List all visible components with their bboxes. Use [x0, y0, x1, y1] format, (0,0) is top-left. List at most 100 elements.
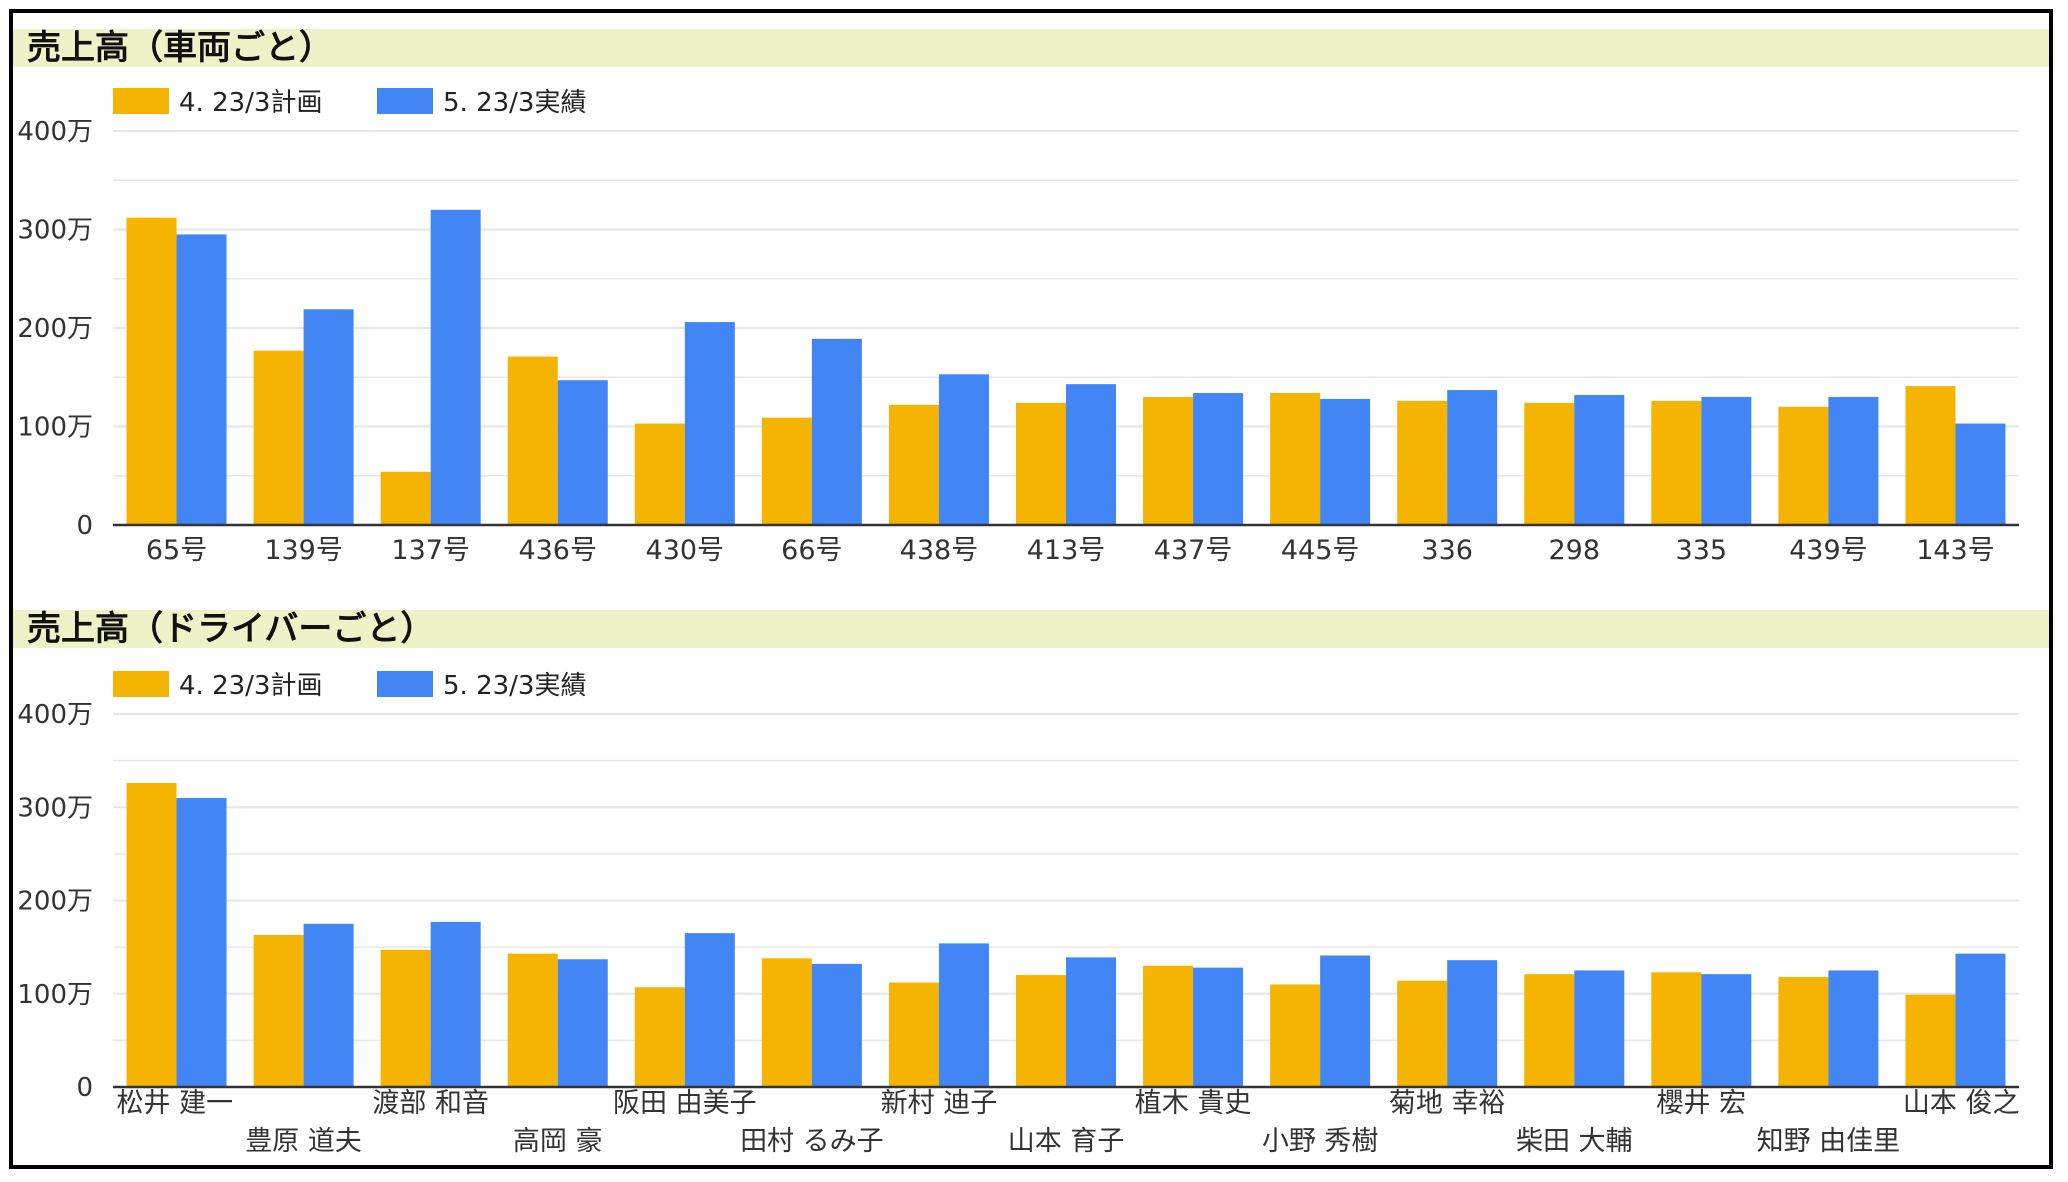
chart2-bar-plan [1270, 984, 1321, 1087]
chart2-y-tick-label: 0 [76, 1073, 93, 1103]
chart2-y-tick-label: 100万 [17, 980, 93, 1010]
chart2-category-label: 柴田 大輔 [1516, 1126, 1633, 1157]
chart1-y-tick-label: 100万 [17, 413, 93, 443]
chart2-bar-actual [1955, 953, 2006, 1087]
chart2-bar-plan [1016, 975, 1066, 1087]
chart1-category-label: 436号 [518, 535, 597, 566]
chart1-category-label: 413号 [1027, 535, 1106, 566]
chart2-bar-actual [1066, 957, 1116, 1087]
chart1-category-label: 66号 [781, 535, 842, 566]
chart1-bar-actual [1447, 390, 1498, 525]
chart1-legend-swatch-2 [377, 88, 433, 114]
chart2-bar-actual [430, 921, 481, 1087]
chart2-category-label: 阪田 由美子 [613, 1088, 757, 1119]
chart2-bar-plan [380, 949, 431, 1087]
chart2-bar-actual [176, 797, 227, 1087]
chart1-bar-plan [634, 423, 685, 525]
chart2-bar-plan [507, 953, 558, 1087]
chart2-category-label: 松井 建一 [117, 1088, 234, 1119]
chart2-bar-actual [1193, 967, 1244, 1087]
chart2-bar-plan [126, 783, 177, 1087]
chart1-bar-actual [938, 374, 989, 525]
chart2-bar-actual [938, 943, 989, 1087]
chart1-bar-plan [761, 417, 812, 525]
chart2-legend-label-1: 4. 23/3計画 [179, 671, 322, 701]
dashboard-frame: 売上高（車両ごと） 4. 23/3計画 5. 23/3実績 0 100万 200万 300万… [9, 9, 2053, 1169]
chart1-bar-plan [1143, 396, 1194, 525]
chart2-category-label: 櫻井 宏 [1657, 1088, 1747, 1119]
chart2-bar-actual [1320, 955, 1371, 1087]
chart1-y-tick-label: 400万 [17, 117, 93, 147]
chart1-bar-actual [1066, 384, 1116, 525]
chart2-category-label: 高岡 豪 [513, 1126, 603, 1157]
chart2-category-label: 田村 るみ子 [740, 1126, 884, 1157]
chart2-category-label: 小野 秀樹 [1262, 1126, 1379, 1157]
chart1-bar-plan [1397, 400, 1448, 525]
chart1-category-label: 143号 [1916, 535, 1995, 566]
chart1-category-label: 438号 [900, 535, 979, 566]
chart1-bar-actual [430, 209, 481, 526]
chart1-category-label: 137号 [391, 535, 470, 566]
chart1-bar-actual [1193, 393, 1244, 525]
chart1-bar-plan [888, 404, 939, 525]
chart2-legend-swatch-2 [377, 671, 433, 697]
chart1-bar-plan [1905, 386, 1956, 525]
chart2-bar-actual [684, 933, 735, 1087]
chart1-legend-label-2: 5. 23/3実績 [443, 88, 586, 118]
chart1-category-label: 445号 [1281, 535, 1360, 566]
chart1-bar-plan [1270, 393, 1321, 525]
chart2-bar-plan [1905, 994, 1956, 1087]
chart2-bar-actual [303, 923, 354, 1087]
chart2-bar-plan [1778, 976, 1829, 1087]
chart2-bar-plan [761, 958, 812, 1087]
chart1-bar-actual [1574, 394, 1625, 525]
chart1-bar-actual [1955, 423, 2006, 525]
chart2-title-band [13, 610, 2049, 648]
chart2-category-label: 新村 迪子 [881, 1088, 998, 1119]
chart1-bar-plan [1524, 402, 1575, 525]
chart2-category-label: 山本 育子 [1008, 1126, 1125, 1157]
chart2-bar-plan [1651, 972, 1702, 1087]
chart1-category-label: 65号 [146, 535, 207, 566]
chart1-bar-plan [126, 217, 177, 525]
chart2-bar-actual [1828, 970, 1879, 1087]
chart2-category-label: 豊原 道夫 [245, 1126, 362, 1157]
chart1-title-band [13, 29, 2049, 67]
sales-charts: 売上高（車両ごと） 4. 23/3計画 5. 23/3実績 0 100万 200万 300万… [13, 28, 2049, 1157]
chart1-y-tick-label: 0 [76, 511, 93, 541]
chart1-bar-plan [1016, 402, 1066, 525]
chart2-bar-actual [1701, 974, 1752, 1087]
chart1-category-label: 335 [1676, 535, 1728, 566]
chart2-y-tick-label: 400万 [17, 700, 93, 730]
chart1-title: 売上高（車両ごと） [27, 28, 333, 68]
chart1-category-label: 439号 [1789, 535, 1868, 566]
chart1-legend-label-1: 4. 23/3計画 [179, 88, 322, 118]
chart1-bar-actual [1320, 398, 1371, 525]
chart1-bar-plan [1651, 400, 1702, 525]
chart1-bar-plan [1778, 406, 1829, 525]
chart2-category-label: 知野 由佳里 [1757, 1126, 1901, 1157]
chart2-category-label: 植木 貴史 [1135, 1088, 1252, 1119]
chart1-category-label: 437号 [1154, 535, 1233, 566]
chart1-bar-plan [253, 350, 304, 525]
chart2-category-label: 山本 俊之 [1903, 1088, 2020, 1119]
chart2-bar-actual [557, 959, 608, 1087]
chart2-bar-plan [1397, 980, 1448, 1087]
chart1-category-label: 336 [1421, 535, 1473, 566]
chart1-bar-actual [1701, 396, 1752, 525]
chart1-bar-actual [811, 338, 862, 525]
chart1-y-tick-label: 300万 [17, 216, 93, 246]
chart2-legend-swatch-1 [113, 671, 169, 697]
chart2-bar-actual [811, 963, 862, 1087]
chart2-title: 売上高（ドライバーごと） [27, 609, 434, 649]
chart2-y-tick-label: 200万 [17, 887, 93, 917]
chart1-bar-actual [1828, 396, 1879, 525]
chart1-bar-plan [507, 356, 558, 525]
chart2-bar-plan [253, 935, 304, 1087]
chart1-category-label: 430号 [646, 535, 725, 566]
chart1-category-label: 139号 [264, 535, 343, 566]
chart1-category-label: 298 [1548, 535, 1600, 566]
chart1-bar-plan [380, 471, 431, 525]
chart1-legend-swatch-1 [113, 88, 169, 114]
chart2-bar-plan [1143, 965, 1194, 1087]
